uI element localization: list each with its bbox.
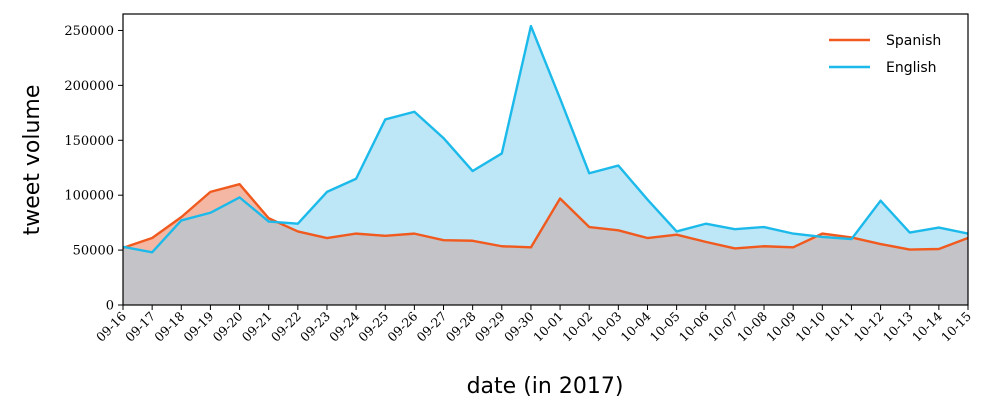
x-tick-label: 09-18 <box>151 308 187 344</box>
english-area <box>123 26 968 305</box>
x-tick-label: 10-06 <box>676 308 712 344</box>
x-tick-label: 09-28 <box>443 308 479 344</box>
x-tick-label: 09-19 <box>180 308 216 344</box>
x-axis: 09-1609-1709-1809-1909-2009-2109-2209-23… <box>93 305 974 345</box>
english-line <box>123 24 968 254</box>
legend-label-english: English <box>886 60 937 76</box>
x-tick-label: 10-11 <box>821 309 857 345</box>
x-tick-label: 10-13 <box>880 308 916 344</box>
series-lines <box>123 24 968 254</box>
x-tick-label: 10-01 <box>530 309 566 345</box>
overlap-area <box>123 197 968 305</box>
x-tick-label: 10-04 <box>618 308 654 344</box>
y-tick-label: 100000 <box>64 189 114 204</box>
y-tick-label: 150000 <box>64 134 114 149</box>
y-tick-label: 200000 <box>64 79 114 94</box>
x-tick-label: 10-05 <box>647 309 683 345</box>
legend: Spanish English <box>829 33 941 76</box>
x-tick-label: 09-26 <box>384 308 420 344</box>
x-tick-label: 10-07 <box>705 308 741 344</box>
x-tick-label: 10-10 <box>792 308 828 344</box>
y-axis: 0 50000 100000 150000 200000 250000 <box>64 24 123 314</box>
x-tick-label: 09-22 <box>268 309 304 345</box>
x-tick-label: 09-23 <box>297 308 333 344</box>
y-tick-label: 50000 <box>73 244 114 259</box>
x-tick-label: 09-16 <box>93 308 129 344</box>
spanish-line <box>123 183 968 251</box>
x-axis-title: date (in 2017) <box>467 374 624 399</box>
x-tick-label: 09-17 <box>122 308 158 344</box>
y-axis-title: tweet volume <box>20 85 45 236</box>
plot-frame <box>122 13 969 306</box>
x-tick-label: 10-03 <box>588 308 624 344</box>
x-tick-label: 09-25 <box>355 309 391 345</box>
x-tick-label: 10-14 <box>909 308 945 344</box>
y-tick-label: 0 <box>106 299 114 314</box>
legend-label-spanish: Spanish <box>886 33 941 49</box>
x-tick-label: 09-30 <box>501 308 537 344</box>
x-tick-label: 10-15 <box>938 309 974 345</box>
x-tick-label: 10-08 <box>734 308 770 344</box>
x-tick-label: 09-29 <box>472 308 508 344</box>
x-tick-label: 09-27 <box>414 308 450 344</box>
x-tick-label: 09-24 <box>326 308 362 344</box>
y-tick-label: 250000 <box>64 24 114 39</box>
area-fills <box>123 26 968 305</box>
x-tick-label: 10-12 <box>851 309 887 345</box>
x-tick-label: 09-21 <box>239 309 275 345</box>
x-tick-label: 10-02 <box>559 309 595 345</box>
x-tick-label: 09-20 <box>210 308 246 344</box>
x-tick-label: 10-09 <box>763 308 799 344</box>
